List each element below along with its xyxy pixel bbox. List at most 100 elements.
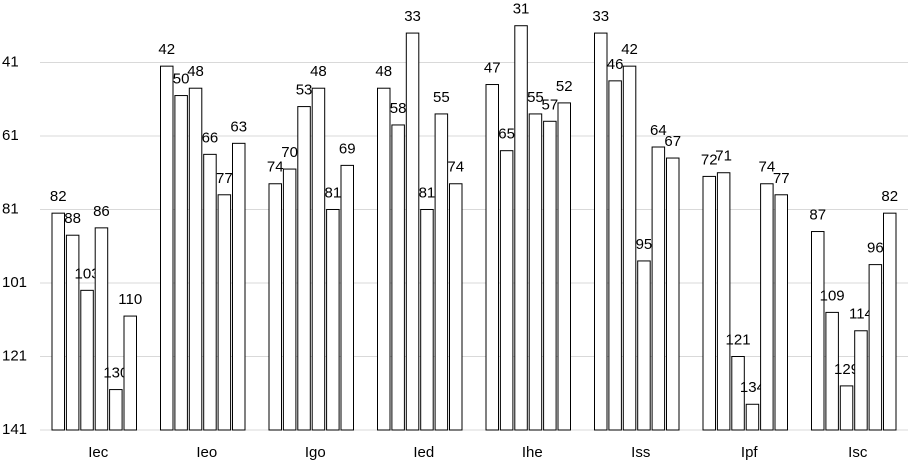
value-label: 57 bbox=[542, 96, 559, 113]
x-tick-label: Igo bbox=[305, 444, 326, 461]
x-tick-label: Iss bbox=[631, 444, 650, 461]
value-label: 58 bbox=[390, 100, 407, 117]
value-label: 74 bbox=[267, 159, 284, 176]
bar bbox=[514, 25, 528, 431]
value-label: 48 bbox=[187, 63, 204, 80]
bar bbox=[825, 311, 839, 431]
value-label: 55 bbox=[527, 89, 544, 106]
x-tick-label: Ihe bbox=[522, 444, 543, 461]
bar bbox=[80, 289, 94, 431]
y-tick-label: 61 bbox=[2, 127, 19, 144]
bar bbox=[377, 87, 391, 431]
bar bbox=[666, 157, 680, 431]
bar bbox=[340, 164, 354, 431]
value-label: 103 bbox=[75, 265, 100, 282]
y-tick-label: 41 bbox=[2, 53, 19, 70]
value-label: 65 bbox=[498, 126, 515, 143]
bar bbox=[232, 142, 246, 431]
y-tick-label: 121 bbox=[2, 347, 27, 364]
value-label: 77 bbox=[773, 170, 790, 187]
value-label: 130 bbox=[103, 365, 128, 382]
x-tick-label: Iec bbox=[88, 444, 109, 461]
bar bbox=[188, 87, 203, 431]
y-tick-label: 101 bbox=[2, 274, 27, 291]
bar bbox=[391, 124, 405, 431]
value-label: 74 bbox=[759, 159, 776, 176]
bar bbox=[326, 208, 340, 431]
value-label: 72 bbox=[701, 151, 718, 168]
value-label: 69 bbox=[339, 140, 356, 157]
bar bbox=[51, 212, 65, 431]
bar bbox=[731, 355, 745, 431]
value-label: 67 bbox=[664, 133, 681, 150]
value-label: 88 bbox=[64, 210, 81, 227]
value-label: 31 bbox=[513, 1, 530, 18]
value-label: 110 bbox=[118, 291, 142, 308]
bar bbox=[557, 102, 571, 431]
bar bbox=[485, 84, 499, 431]
bar bbox=[651, 146, 666, 431]
value-label: 81 bbox=[325, 184, 342, 201]
bar bbox=[811, 231, 825, 431]
bar bbox=[868, 264, 883, 431]
x-tick-label: Ied bbox=[413, 444, 434, 461]
value-label: 70 bbox=[281, 144, 298, 161]
bar bbox=[203, 153, 217, 431]
value-label: 71 bbox=[715, 148, 732, 165]
value-label: 96 bbox=[867, 240, 884, 257]
bar bbox=[883, 212, 897, 431]
value-label: 95 bbox=[636, 236, 653, 253]
value-label: 86 bbox=[93, 203, 110, 220]
value-label: 46 bbox=[607, 56, 624, 73]
value-label: 74 bbox=[447, 159, 464, 176]
bar bbox=[449, 183, 463, 431]
value-label: 82 bbox=[50, 188, 67, 205]
bar bbox=[702, 175, 716, 431]
bar bbox=[499, 150, 514, 431]
bar bbox=[217, 194, 232, 431]
bar bbox=[282, 168, 297, 431]
value-label: 42 bbox=[158, 41, 175, 58]
bar bbox=[774, 194, 788, 431]
x-tick-label: Isc bbox=[848, 444, 868, 461]
bar bbox=[622, 65, 637, 431]
bar bbox=[760, 183, 774, 431]
bar bbox=[123, 315, 137, 431]
bar bbox=[434, 113, 449, 431]
bar bbox=[268, 183, 282, 431]
value-label: 134 bbox=[740, 379, 765, 396]
value-label: 48 bbox=[310, 63, 327, 80]
bar bbox=[839, 385, 854, 431]
bar bbox=[420, 208, 434, 431]
value-label: 52 bbox=[556, 78, 573, 95]
value-label: 66 bbox=[202, 129, 219, 146]
value-label: 42 bbox=[621, 41, 638, 58]
bar bbox=[594, 32, 608, 431]
value-label: 77 bbox=[216, 170, 233, 187]
bar bbox=[94, 227, 109, 431]
value-label: 129 bbox=[834, 361, 859, 378]
value-label: 121 bbox=[726, 331, 751, 348]
value-label: 53 bbox=[296, 82, 313, 99]
bar bbox=[160, 65, 174, 431]
x-tick-label: Ieo bbox=[196, 444, 217, 461]
value-label: 50 bbox=[173, 71, 190, 88]
bar bbox=[109, 389, 123, 431]
bar bbox=[716, 172, 731, 431]
value-label: 63 bbox=[230, 118, 247, 135]
bar bbox=[745, 403, 760, 431]
value-label: 64 bbox=[650, 122, 667, 139]
value-label: 82 bbox=[881, 188, 898, 205]
bar bbox=[528, 113, 543, 431]
value-label: 81 bbox=[419, 184, 436, 201]
value-label: 33 bbox=[592, 8, 609, 25]
bar bbox=[637, 260, 651, 431]
value-label: 114 bbox=[849, 306, 873, 323]
y-tick-label: 141 bbox=[2, 421, 27, 438]
value-label: 109 bbox=[820, 287, 845, 304]
x-tick-label: Ipf bbox=[741, 444, 759, 461]
value-label: 47 bbox=[484, 59, 501, 76]
bar bbox=[65, 234, 80, 431]
value-label: 48 bbox=[375, 63, 392, 80]
